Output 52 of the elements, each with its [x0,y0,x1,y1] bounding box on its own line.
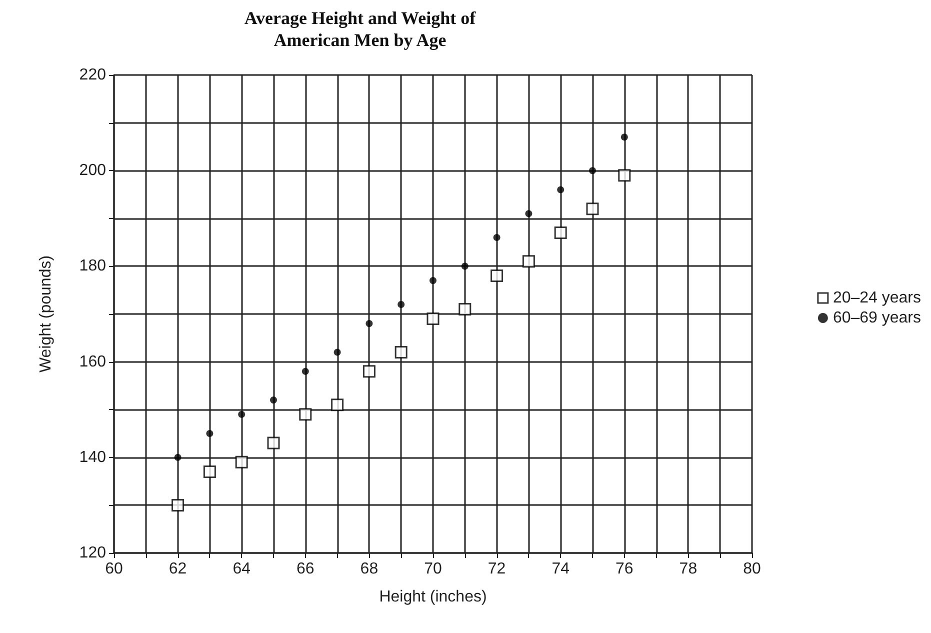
y-tick-label: 220 [79,66,106,84]
point [493,234,500,242]
x-tick-label: 80 [743,560,761,578]
legend-label: 60–69 years [832,310,921,326]
y-tick-label: 180 [79,258,106,275]
x-tick-label: 66 [296,560,314,578]
point [172,498,184,512]
point [586,202,599,216]
point [458,302,472,316]
point [366,320,373,328]
x-tick-label: 72 [488,560,506,578]
point [394,346,408,358]
point [490,270,504,282]
y-tick-label: 200 [79,162,106,180]
chart-title: Average Height and Weight of American Men by Age [244,8,477,50]
point [589,167,596,174]
point [525,210,532,218]
point [238,410,246,418]
point [299,408,312,421]
x-tick-label: 68 [360,560,378,578]
x-tick-label: 60 [105,560,123,578]
point [620,134,628,141]
point [461,262,468,270]
y-tick-label: 120 [79,544,106,562]
point [554,226,567,239]
point [203,465,216,478]
point [398,300,405,308]
x-tick-label: 78 [679,560,698,578]
x-tick-label: 74 [552,560,570,578]
x-tick-label: 64 [232,560,251,578]
y-tick-label: 140 [79,448,106,466]
y-axis-title: Weight (pounds) [38,255,54,373]
point [557,186,564,194]
point [334,348,341,356]
point [430,277,436,284]
x-axis-title: Height (inches) [379,588,487,606]
point [362,365,376,378]
y-tick-label: 160 [79,353,106,370]
x-tick-label: 62 [168,560,187,578]
point [522,255,535,268]
point [426,312,440,326]
point [174,454,182,461]
point [618,169,631,182]
point [302,368,309,375]
x-tick-label: 70 [424,560,442,578]
legend-label: 20–24 years [832,290,921,306]
x-tick-label: 76 [616,560,634,578]
point [235,456,248,468]
point [267,436,280,450]
point [331,398,344,412]
point [206,430,214,437]
point [270,396,277,404]
